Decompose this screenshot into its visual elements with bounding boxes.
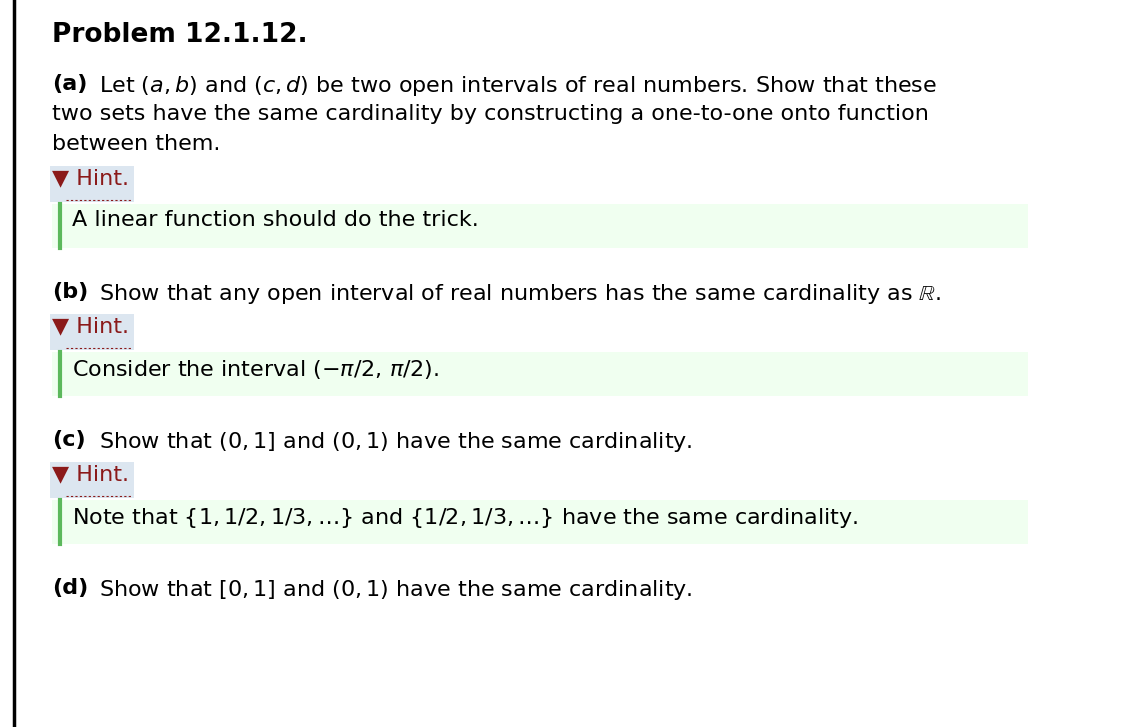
Text: Show that $[0, 1]$ and $(0, 1)$ have the same cardinality.: Show that $[0, 1]$ and $(0, 1)$ have the… xyxy=(92,578,693,602)
Text: ▼ Hint.: ▼ Hint. xyxy=(52,168,129,188)
Text: (b): (b) xyxy=(52,282,88,302)
Text: Consider the interval $(-\pi/2,\, \pi/2)$.: Consider the interval $(-\pi/2,\, \pi/2)… xyxy=(72,358,439,381)
Text: Problem 12.1.12.: Problem 12.1.12. xyxy=(52,22,308,48)
Text: Note that $\{1, 1/2, 1/3, \ldots\}$ and $\{1/2, 1/3, \ldots\}$ have the same car: Note that $\{1, 1/2, 1/3, \ldots\}$ and … xyxy=(72,506,858,530)
Text: (c): (c) xyxy=(52,430,86,450)
Text: Show that any open interval of real numbers has the same cardinality as $\mathbb: Show that any open interval of real numb… xyxy=(92,282,941,306)
Text: ▼ Hint.: ▼ Hint. xyxy=(52,464,129,484)
Text: (d): (d) xyxy=(52,578,88,598)
Text: Let $(a, b)$ and $(c, d)$ be two open intervals of real numbers. Show that these: Let $(a, b)$ and $(c, d)$ be two open in… xyxy=(92,74,937,98)
Text: A linear function should do the trick.: A linear function should do the trick. xyxy=(72,210,478,230)
Text: ▼ Hint.: ▼ Hint. xyxy=(52,316,129,336)
Text: Show that $(0, 1]$ and $(0, 1)$ have the same cardinality.: Show that $(0, 1]$ and $(0, 1)$ have the… xyxy=(92,430,693,454)
Text: between them.: between them. xyxy=(52,134,220,154)
Text: (a): (a) xyxy=(52,74,87,94)
Text: two sets have the same cardinality by constructing a one-to-one onto function: two sets have the same cardinality by co… xyxy=(52,104,928,124)
